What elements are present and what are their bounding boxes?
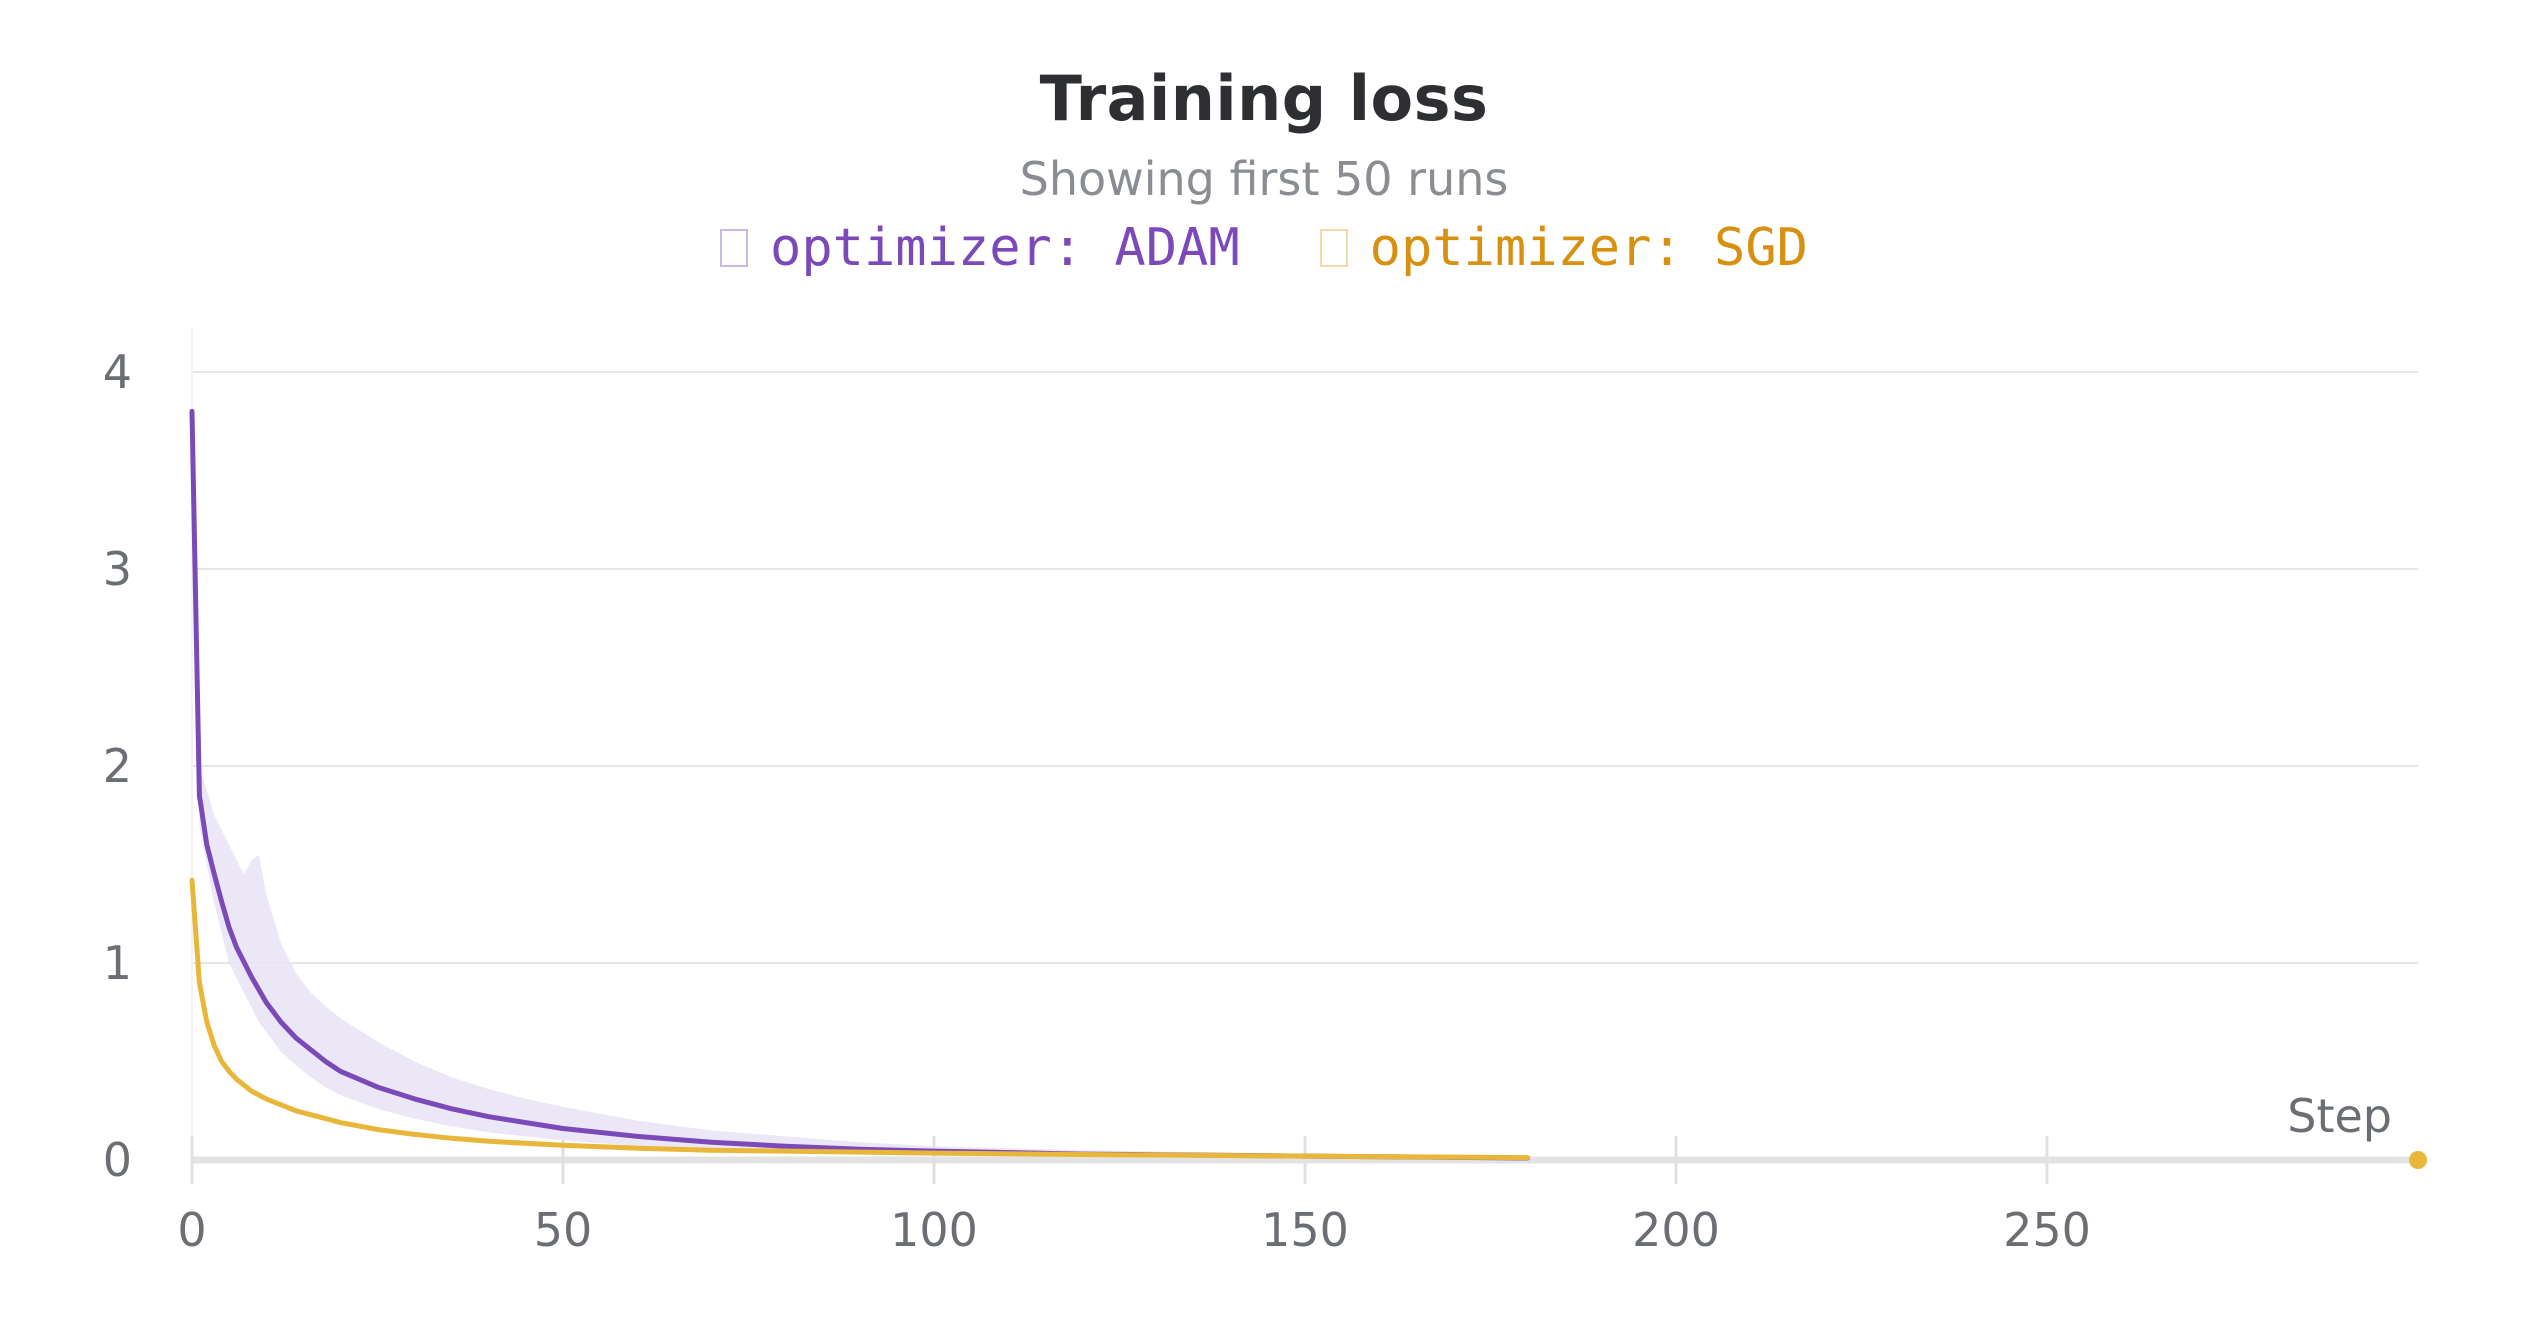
- chart-title: Training loss: [1039, 62, 1489, 135]
- y-tick-label-0: 0: [103, 1133, 132, 1187]
- series-line-adam: [189, 408, 1531, 1161]
- x-tick-label-200: 200: [1632, 1203, 1720, 1257]
- series-line-sgd: [189, 877, 1531, 1161]
- legend-swatch-sgd: [1319, 229, 1348, 267]
- x-tick-label-100: 100: [890, 1203, 978, 1257]
- y-tick-label-1: 1: [103, 936, 132, 990]
- y-tick-label-3: 3: [103, 542, 132, 596]
- legend: optimizer: ADAM optimizer: SGD: [0, 218, 2528, 278]
- chart-subtitle: Showing first 50 runs: [1019, 152, 1509, 206]
- legend-item-sgd[interactable]: optimizer: SGD: [1319, 218, 1808, 278]
- legend-label-sgd: optimizer: SGD: [1369, 218, 1808, 278]
- legend-label-adam: optimizer: ADAM: [770, 218, 1240, 278]
- x-tick-label-250: 250: [2003, 1203, 2091, 1257]
- x-tick-label-150: 150: [1261, 1203, 1349, 1257]
- legend-swatch-adam: [720, 229, 749, 267]
- x-tick-label-0: 0: [177, 1203, 206, 1257]
- x-tick-label-50: 50: [534, 1203, 593, 1257]
- x-axis-end-marker: [2409, 1151, 2427, 1169]
- y-tick-label-4: 4: [103, 345, 132, 399]
- legend-item-adam[interactable]: optimizer: ADAM: [720, 218, 1240, 278]
- x-axis-label: Step: [2287, 1089, 2392, 1143]
- y-tick-label-2: 2: [103, 739, 132, 793]
